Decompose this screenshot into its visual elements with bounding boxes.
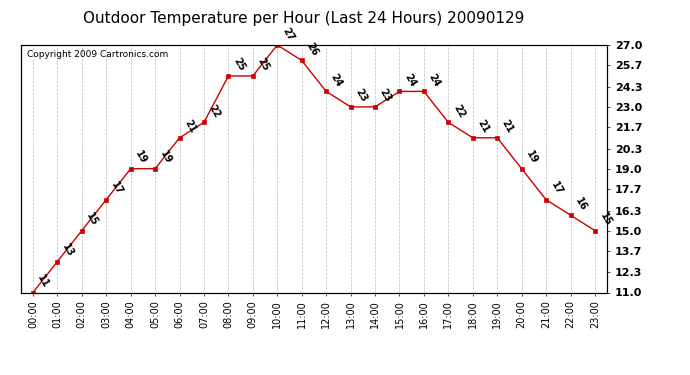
Text: 24: 24 — [426, 72, 442, 88]
Text: 19: 19 — [133, 149, 149, 166]
Text: 21: 21 — [182, 118, 198, 135]
Text: 15: 15 — [85, 211, 100, 228]
Text: 17: 17 — [109, 180, 124, 197]
Text: Copyright 2009 Cartronics.com: Copyright 2009 Cartronics.com — [26, 50, 168, 59]
Text: 24: 24 — [329, 72, 344, 88]
Text: 16: 16 — [573, 196, 589, 212]
Text: 19: 19 — [158, 149, 173, 166]
Text: 25: 25 — [231, 57, 246, 73]
Text: 22: 22 — [207, 103, 222, 120]
Text: Outdoor Temperature per Hour (Last 24 Hours) 20090129: Outdoor Temperature per Hour (Last 24 Ho… — [83, 11, 524, 26]
Text: 13: 13 — [60, 242, 75, 259]
Text: 19: 19 — [524, 149, 540, 166]
Text: 23: 23 — [378, 87, 393, 104]
Text: 21: 21 — [500, 118, 515, 135]
Text: 17: 17 — [549, 180, 564, 197]
Text: 11: 11 — [36, 273, 51, 290]
Text: 26: 26 — [304, 41, 320, 58]
Text: 27: 27 — [280, 26, 295, 42]
Text: 15: 15 — [598, 211, 613, 228]
Text: 25: 25 — [255, 57, 271, 73]
Text: 24: 24 — [402, 72, 417, 88]
Text: 22: 22 — [451, 103, 466, 120]
Text: 23: 23 — [353, 87, 368, 104]
Text: 21: 21 — [475, 118, 491, 135]
